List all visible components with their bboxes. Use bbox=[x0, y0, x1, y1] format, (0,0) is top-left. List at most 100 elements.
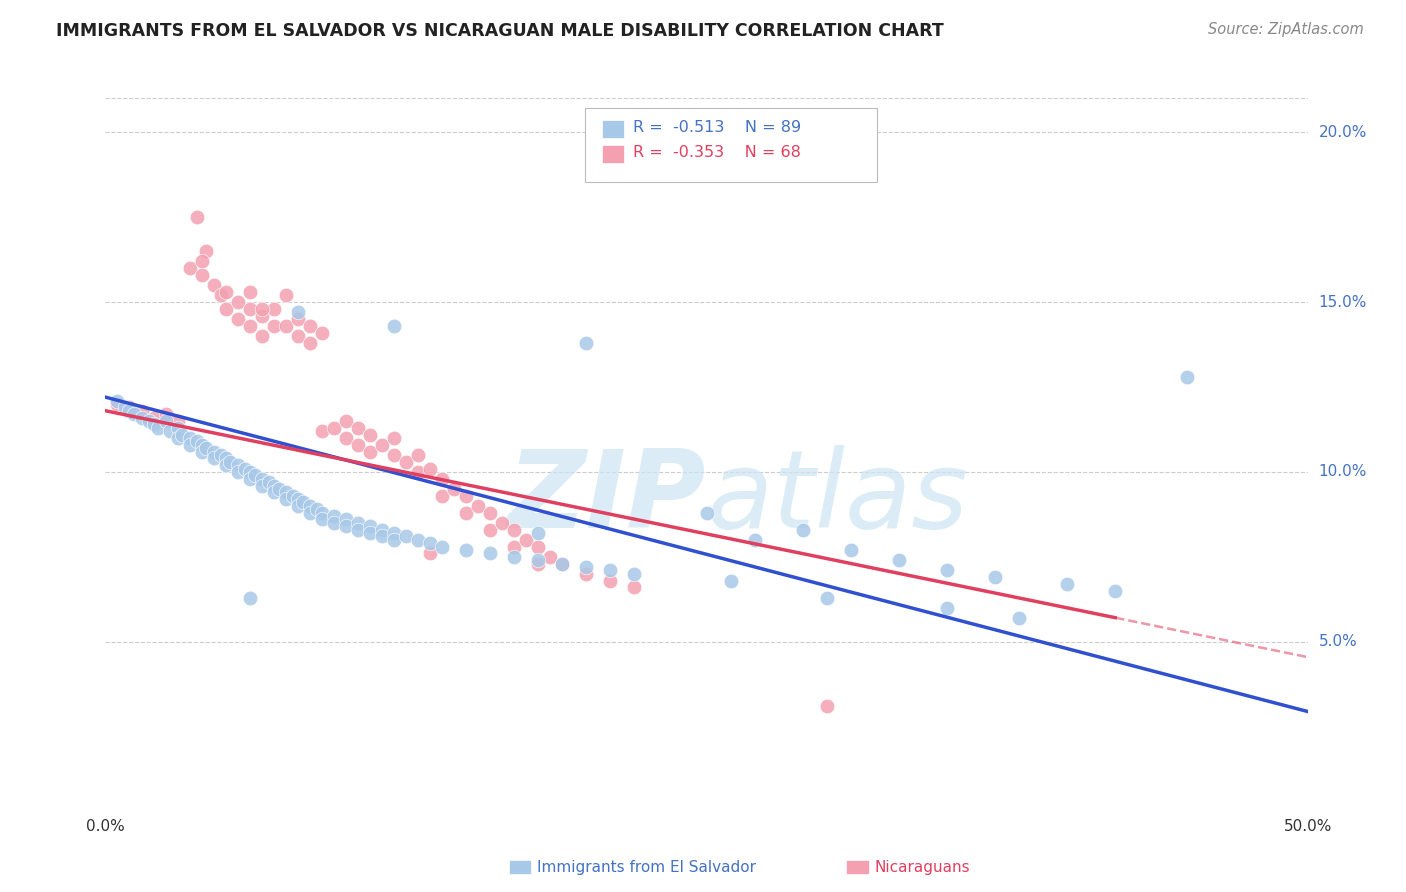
Point bbox=[311, 424, 333, 438]
Point bbox=[114, 401, 136, 415]
Point bbox=[623, 581, 645, 595]
Point bbox=[107, 393, 129, 408]
Point bbox=[815, 699, 838, 714]
Point bbox=[190, 268, 212, 282]
Point bbox=[214, 301, 236, 316]
Point bbox=[250, 309, 273, 323]
Point bbox=[195, 441, 218, 455]
Point bbox=[575, 560, 598, 574]
Point bbox=[599, 574, 621, 588]
Point bbox=[887, 553, 910, 567]
Point bbox=[419, 461, 441, 475]
Point bbox=[527, 553, 550, 567]
Point bbox=[359, 427, 381, 442]
Point bbox=[479, 523, 502, 537]
Text: 10.0%: 10.0% bbox=[1319, 465, 1367, 479]
Point bbox=[347, 516, 370, 530]
Point bbox=[359, 519, 381, 533]
Point bbox=[219, 455, 242, 469]
Point bbox=[430, 489, 453, 503]
Point bbox=[190, 254, 212, 268]
Text: R =  -0.513    N = 89: R = -0.513 N = 89 bbox=[633, 120, 801, 135]
Point bbox=[503, 540, 526, 554]
Point bbox=[226, 295, 249, 310]
Point bbox=[347, 523, 370, 537]
Point bbox=[430, 540, 453, 554]
Point bbox=[382, 318, 405, 333]
Point bbox=[179, 431, 201, 445]
Point bbox=[406, 465, 429, 479]
Point bbox=[202, 451, 225, 466]
Point bbox=[107, 397, 129, 411]
Point bbox=[186, 434, 208, 449]
Point bbox=[131, 410, 153, 425]
Point bbox=[287, 492, 309, 507]
Point bbox=[311, 506, 333, 520]
Point bbox=[936, 564, 959, 578]
Point bbox=[623, 566, 645, 581]
Point bbox=[239, 318, 262, 333]
Point bbox=[287, 305, 309, 319]
Point bbox=[118, 403, 141, 417]
Point bbox=[311, 512, 333, 526]
Point bbox=[226, 458, 249, 472]
Point bbox=[287, 329, 309, 343]
Point bbox=[503, 523, 526, 537]
Point bbox=[298, 506, 321, 520]
Point bbox=[1175, 369, 1198, 384]
Text: 15.0%: 15.0% bbox=[1319, 294, 1367, 310]
Point bbox=[1056, 577, 1078, 591]
Point bbox=[527, 557, 550, 571]
Point bbox=[250, 301, 273, 316]
Point bbox=[575, 566, 598, 581]
Point bbox=[382, 533, 405, 547]
Point bbox=[131, 403, 153, 417]
Point bbox=[347, 421, 370, 435]
Point bbox=[382, 448, 405, 462]
Point bbox=[430, 472, 453, 486]
Point bbox=[250, 329, 273, 343]
Point bbox=[274, 318, 297, 333]
Point bbox=[839, 543, 862, 558]
Point bbox=[263, 301, 285, 316]
Point bbox=[382, 431, 405, 445]
Point bbox=[274, 288, 297, 302]
Point bbox=[274, 492, 297, 507]
Point bbox=[239, 301, 262, 316]
Point bbox=[239, 285, 262, 299]
Point bbox=[1008, 611, 1031, 625]
Point bbox=[281, 489, 304, 503]
Point bbox=[263, 318, 285, 333]
Point bbox=[335, 519, 357, 533]
Point bbox=[190, 438, 212, 452]
Text: 20.0%: 20.0% bbox=[1319, 125, 1367, 140]
Point bbox=[551, 557, 574, 571]
Point bbox=[257, 475, 280, 489]
Point bbox=[335, 512, 357, 526]
Text: ZIP: ZIP bbox=[508, 445, 707, 550]
Point bbox=[454, 506, 477, 520]
Point bbox=[298, 318, 321, 333]
Point bbox=[298, 335, 321, 350]
Point bbox=[454, 489, 477, 503]
Point bbox=[239, 472, 262, 486]
Point bbox=[792, 523, 814, 537]
Point bbox=[142, 410, 165, 425]
Point bbox=[527, 526, 550, 541]
Text: Source: ZipAtlas.com: Source: ZipAtlas.com bbox=[1208, 22, 1364, 37]
Point bbox=[274, 485, 297, 500]
Point bbox=[984, 570, 1007, 584]
Point bbox=[359, 444, 381, 458]
Point bbox=[491, 516, 513, 530]
Point bbox=[696, 506, 718, 520]
Point bbox=[936, 600, 959, 615]
Point bbox=[263, 485, 285, 500]
Point bbox=[479, 506, 502, 520]
Point bbox=[239, 591, 262, 605]
Point bbox=[267, 482, 290, 496]
Point bbox=[395, 529, 418, 543]
Point bbox=[322, 421, 344, 435]
Point bbox=[124, 407, 146, 421]
Point bbox=[479, 546, 502, 560]
Point bbox=[311, 326, 333, 340]
